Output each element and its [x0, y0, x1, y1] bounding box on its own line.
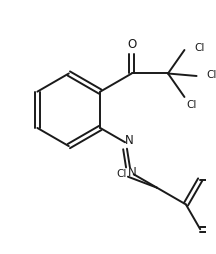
- Text: Cl: Cl: [206, 70, 216, 80]
- Text: Cl: Cl: [116, 169, 127, 179]
- Text: N: N: [124, 134, 133, 147]
- Text: Cl: Cl: [194, 43, 204, 53]
- Text: N: N: [128, 166, 137, 179]
- Text: O: O: [127, 38, 136, 51]
- Text: Cl: Cl: [186, 100, 197, 110]
